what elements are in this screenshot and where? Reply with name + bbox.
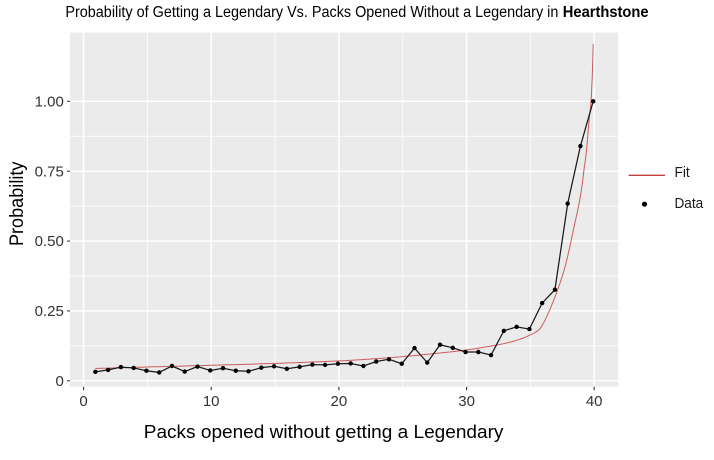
svg-text:20: 20 bbox=[331, 393, 348, 410]
svg-text:10: 10 bbox=[203, 393, 220, 410]
svg-text:0.25: 0.25 bbox=[35, 303, 64, 320]
svg-text:Fit: Fit bbox=[675, 164, 691, 181]
svg-text:Packs opened without getting a: Packs opened without getting a Legendary bbox=[144, 421, 504, 442]
svg-text:0: 0 bbox=[55, 373, 63, 390]
svg-text:40: 40 bbox=[586, 393, 603, 410]
svg-text:Data: Data bbox=[675, 195, 704, 212]
svg-text:0: 0 bbox=[79, 393, 87, 410]
svg-text:0.75: 0.75 bbox=[35, 163, 64, 180]
svg-text:Probability: Probability bbox=[7, 161, 28, 246]
svg-text:Probability of Getting a Legen: Probability of Getting a Legendary Vs. P… bbox=[65, 4, 558, 21]
svg-text:30: 30 bbox=[458, 393, 475, 410]
svg-text:Hearthstone: Hearthstone bbox=[563, 4, 649, 21]
svg-text:1.00: 1.00 bbox=[35, 94, 64, 111]
svg-text:0.50: 0.50 bbox=[35, 233, 64, 250]
